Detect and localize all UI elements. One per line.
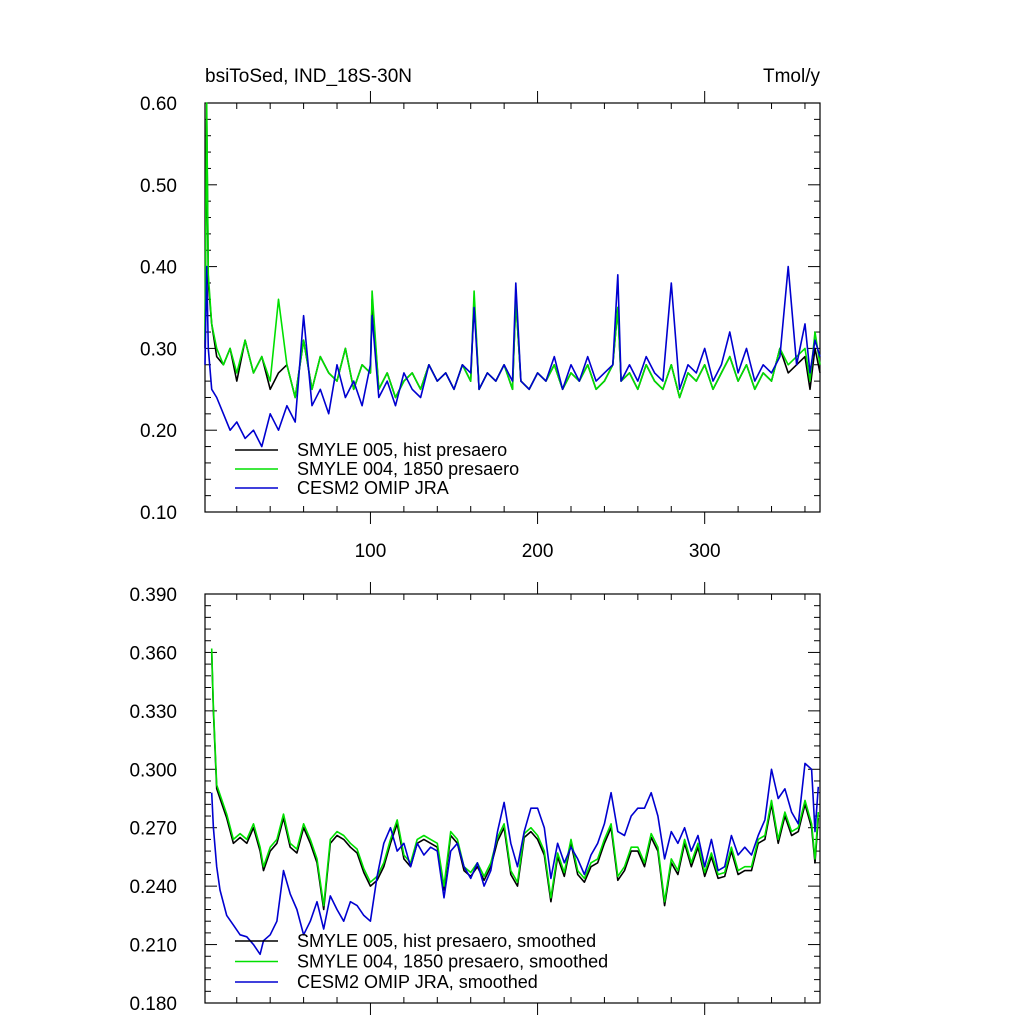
chart-units-label: Tmol/y: [763, 66, 821, 87]
x-tick-label: 100: [355, 541, 387, 562]
y-tick-label: 0.390: [129, 585, 177, 606]
y-tick-label: 0.30: [140, 339, 177, 360]
x-tick-label: 200: [522, 541, 554, 562]
chart-title: bsiToSed, IND_18S-30N: [205, 66, 412, 87]
legend-label: SMYLE 005, hist presaero: [297, 440, 507, 460]
y-tick-label: 0.360: [129, 643, 177, 664]
legend-label: SMYLE 004, 1850 presaero: [297, 459, 519, 479]
y-tick-label: 0.240: [129, 877, 177, 898]
series-line-black: [210, 652, 820, 911]
series-line-green: [204, 102, 821, 399]
legend-label: SMYLE 004, 1850 presaero, smoothed: [297, 952, 608, 972]
y-tick-label: 0.300: [129, 760, 177, 781]
series-line-green: [210, 648, 820, 907]
plot-frame: [204, 593, 821, 1004]
y-tick-label: 0.50: [140, 176, 177, 197]
legend-label: SMYLE 005, hist presaero, smoothed: [297, 931, 596, 951]
y-tick-label: 0.180: [129, 994, 177, 1015]
bottom-panel: 0.180 0.210 0.240 0.270 0.300 0.330 0.360 0.390…: [129, 582, 821, 1015]
y-tick-label: 0.40: [140, 258, 177, 279]
y-tick-label: 0.330: [129, 702, 177, 723]
y-tick-label: 0.10: [140, 503, 177, 524]
series-line-blue: [210, 762, 820, 956]
y-tick-label: 0.60: [140, 94, 177, 115]
legend-label: CESM2 OMIP JRA: [297, 478, 449, 498]
y-tick-label: 0.210: [129, 936, 177, 957]
series-line-blue: [204, 265, 821, 448]
y-tick-label: 0.20: [140, 421, 177, 442]
x-tick-label: 300: [689, 541, 721, 562]
series-line-black: [204, 118, 821, 399]
legend-label: CESM2 OMIP JRA, smoothed: [297, 972, 538, 992]
y-tick-label: 0.270: [129, 819, 177, 840]
top-panel: 0.10 0.20 0.30 0.40 0.50 0.60 100 200 300 SMYLE 0…: [140, 91, 821, 562]
